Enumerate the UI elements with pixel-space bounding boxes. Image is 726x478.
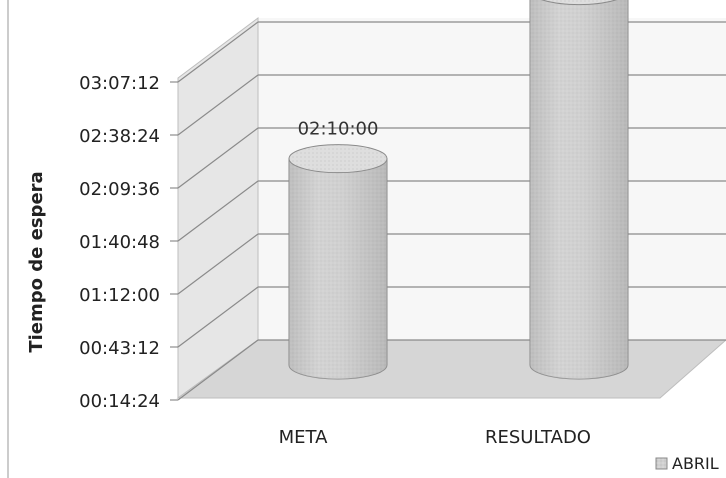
gridline-side: [177, 339, 259, 401]
bar-top: [288, 144, 388, 174]
gridline-side: [177, 233, 259, 295]
floor: [176, 339, 726, 399]
y-tick-label: 02:09:36: [79, 179, 160, 200]
legend-swatch: [655, 457, 668, 470]
y-tick-label: 02:38:24: [79, 126, 160, 147]
side-wall: [177, 17, 259, 399]
data-label: 02:10:00: [298, 119, 379, 140]
x-axis-categories: META RESULTADO: [279, 427, 591, 448]
bar-cylinder: [288, 144, 388, 380]
y-tick-label: 03:07:12: [79, 73, 160, 94]
bar-top: [540, 0, 618, 6]
y-tick-label: 00:14:24: [79, 391, 160, 412]
gridline-side: [177, 180, 259, 242]
gridline-side: [177, 286, 259, 348]
bar-cylinder: [529, 0, 629, 380]
bars: [288, 0, 629, 380]
y-axis-label: Tiempo de espera: [26, 171, 47, 352]
gridline-side: [177, 74, 259, 136]
y-tick-label: 00:43:12: [79, 338, 160, 359]
legend-label: ABRIL: [672, 454, 719, 473]
gridline-side: [177, 21, 259, 83]
y-tick-label: 01:40:48: [79, 232, 160, 253]
x-category-label: RESULTADO: [485, 427, 591, 448]
bar-shade: [289, 158, 387, 379]
gridline-side: [177, 127, 259, 189]
bar-shade: [530, 0, 628, 379]
data-labels: 02:10:0003:44:07: [298, 119, 379, 140]
y-tick-label: 01:12:00: [79, 285, 160, 306]
legend: ABRIL: [655, 454, 719, 473]
y-axis-ticks: 00:14:24 00:43:12 01:12:00 01:40:48 02:09:36…: [79, 73, 178, 412]
x-category-label: META: [279, 427, 329, 448]
